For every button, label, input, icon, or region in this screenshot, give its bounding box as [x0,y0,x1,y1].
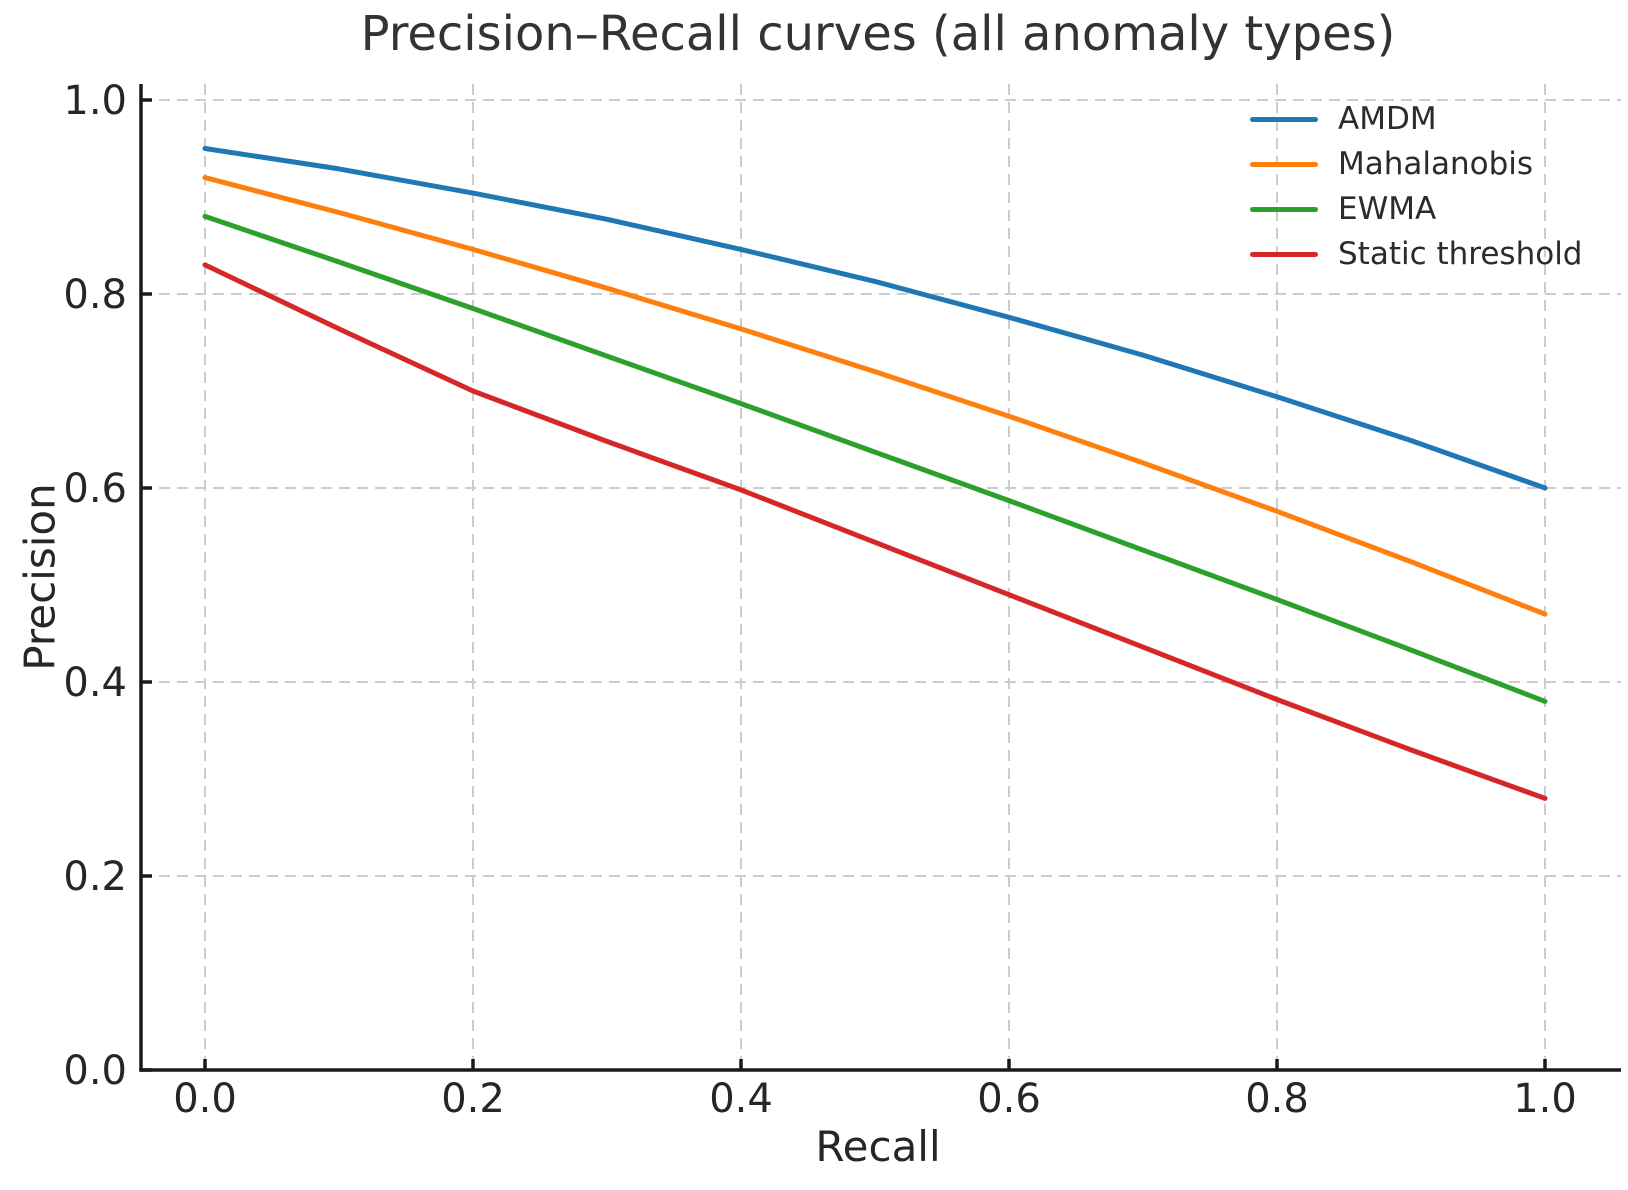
legend-label-mahalanobis: Mahalanobis [1338,146,1534,182]
legend-line-sample-static-threshold [1250,252,1318,257]
y-tick-label: 0.8 [63,272,127,318]
x-tick-label: 0.2 [441,1076,505,1122]
legend-item-ewma: EWMA [1250,187,1583,232]
legend-label-amdm: AMDM [1338,101,1437,137]
legend-line-sample-ewma [1250,207,1318,212]
curve-amdm [202,146,1548,491]
legend-label-ewma: EWMA [1338,191,1437,227]
y-tick-label: 0.6 [63,466,127,512]
legend-line-sample-amdm [1250,117,1318,122]
y-tick-label: 0.2 [63,854,127,900]
x-tick-label: 0.8 [1245,1076,1309,1122]
y-tick-label: 0.4 [63,660,127,706]
x-tick-label: 0.6 [977,1076,1041,1122]
y-axis-label: Precision [15,483,65,671]
x-axis-label: Recall [815,1122,941,1171]
legend-item-amdm: AMDM [1250,97,1583,142]
legend-line-sample-mahalanobis [1250,162,1318,167]
y-tick-label: 1.0 [63,78,127,124]
y-tick-label: 0.0 [63,1048,127,1094]
x-tick-label: 0.4 [709,1076,773,1122]
x-tick-label: 0.0 [173,1076,237,1122]
legend-label-static-threshold: Static threshold [1338,236,1583,272]
legend-item-mahalanobis: Mahalanobis [1250,142,1583,187]
legend-item-static-threshold: Static threshold [1250,232,1583,277]
x-tick-label: 1.0 [1513,1076,1577,1122]
legend: AMDM Mahalanobis EWMA Static threshold [1250,97,1583,277]
curve-ewma [202,213,1548,704]
curve-static-threshold [202,262,1548,801]
curve-mahalanobis [202,175,1548,617]
chart-title: Precision–Recall curves (all anomaly typ… [360,6,1396,62]
